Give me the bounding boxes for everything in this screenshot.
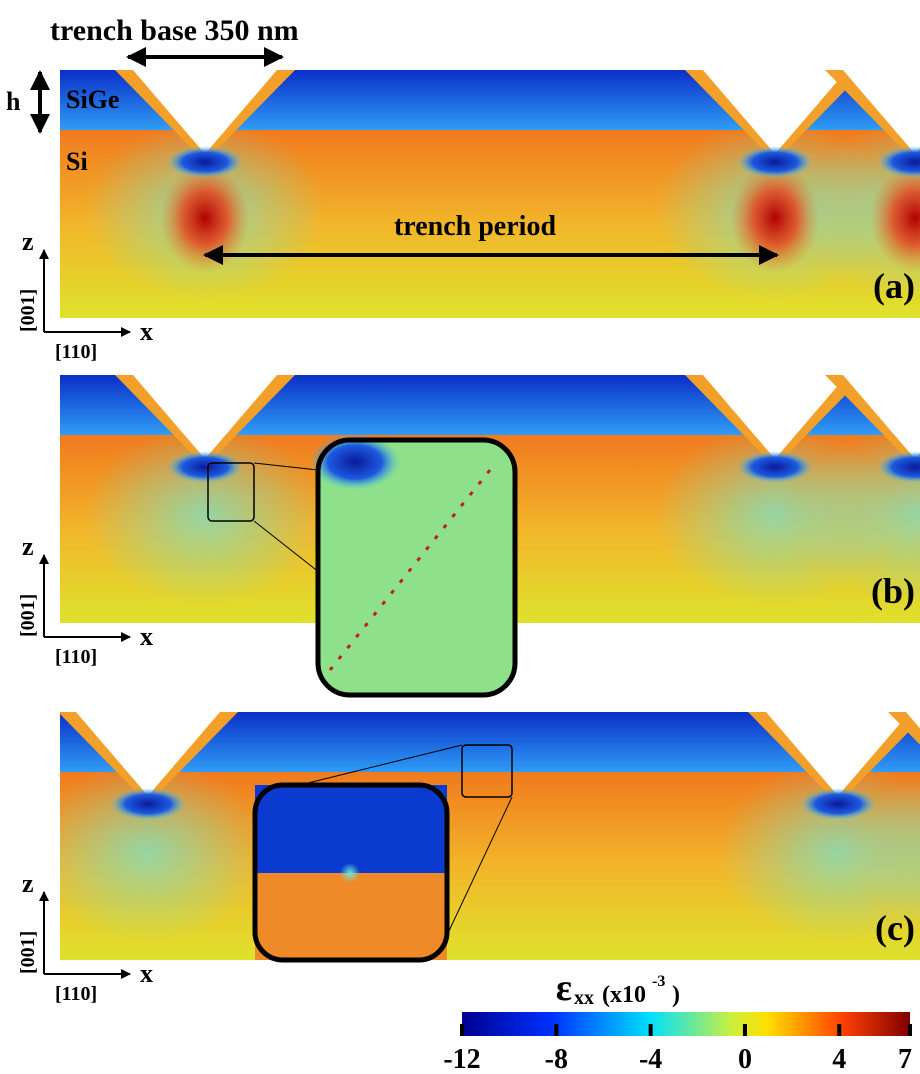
- colorbar-tick-label: 0: [738, 1044, 752, 1074]
- compressive-lobe: [167, 146, 243, 178]
- colorbar-tick-label: -8: [545, 1044, 568, 1074]
- z-label: z: [22, 227, 34, 256]
- sige-label: SiGe: [66, 85, 119, 114]
- colorbar-tick-label: -4: [639, 1044, 662, 1074]
- z-label: z: [22, 869, 34, 898]
- x-direction: [110]: [55, 646, 97, 668]
- compressive-lobe: [800, 788, 876, 820]
- si-label: Si: [66, 147, 88, 176]
- x-direction: [110]: [55, 983, 97, 1005]
- strain-map: [0, 70, 920, 318]
- trench-base-label: trench base 350 nm: [50, 14, 299, 47]
- inset-top: [255, 785, 447, 873]
- strain-map: [0, 712, 920, 960]
- colorbar-unit-prefix: (x10: [602, 982, 646, 1008]
- colorbar-subscript: xx: [574, 987, 594, 1009]
- colorbar-symbol: ε: [556, 967, 572, 1009]
- thickness-label: h: [6, 87, 21, 116]
- colorbar-tick-label: 4: [832, 1044, 846, 1074]
- x-label: x: [140, 317, 153, 346]
- inset-core: [340, 863, 360, 883]
- x-label: x: [140, 622, 153, 651]
- colorbar: ε xx (x10 -3 ) -12 -8 -4 0 4 7: [443, 967, 912, 1074]
- panel-label: (c): [875, 908, 915, 948]
- colorbar-unit-suffix: ): [672, 982, 680, 1008]
- inset-c: [255, 785, 447, 960]
- figure: (a) z x [001] [110] (b) z x [001] [110] (c) z x [001]…: [0, 0, 920, 1074]
- compressive-lobe: [110, 788, 186, 820]
- z-label: z: [22, 532, 34, 561]
- x-label: x: [140, 959, 153, 988]
- z-direction: [001]: [17, 289, 39, 332]
- inset-b: [310, 434, 515, 695]
- z-direction: [001]: [17, 931, 39, 974]
- panel-label: (b): [871, 571, 915, 611]
- colorbar-exponent: -3: [652, 973, 665, 990]
- panel-label: (a): [873, 266, 915, 306]
- compressive-lobe: [737, 451, 813, 483]
- z-direction: [001]: [17, 594, 39, 637]
- inset-bottom: [255, 873, 447, 960]
- period-label: trench period: [394, 211, 556, 242]
- colorbar-tick-label: -12: [443, 1044, 480, 1074]
- compressive-lobe: [737, 146, 813, 178]
- colorbar-scale: [462, 1012, 910, 1036]
- x-direction: [110]: [55, 341, 97, 363]
- compressive-lobe: [167, 451, 243, 483]
- colorbar-tick-label: 7: [898, 1044, 912, 1074]
